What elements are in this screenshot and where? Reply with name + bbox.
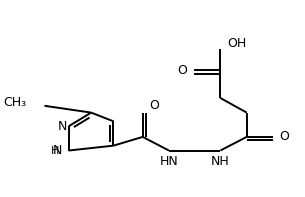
Text: N: N xyxy=(52,144,62,157)
Text: CH₃: CH₃ xyxy=(3,96,26,109)
Text: O: O xyxy=(178,64,187,77)
Text: OH: OH xyxy=(227,37,246,50)
Text: NH: NH xyxy=(211,155,230,168)
Text: O: O xyxy=(280,130,290,143)
Text: HN: HN xyxy=(160,155,178,168)
Text: H: H xyxy=(51,146,59,155)
Text: N: N xyxy=(57,120,67,133)
Text: O: O xyxy=(149,99,159,112)
